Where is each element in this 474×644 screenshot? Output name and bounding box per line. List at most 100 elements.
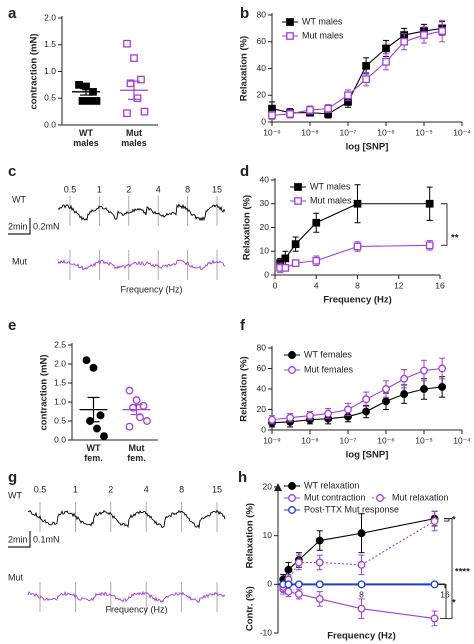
significance-bracket xyxy=(441,203,448,246)
scale-time: 2min xyxy=(8,221,28,231)
y-axis-label: contraction (mN) xyxy=(29,34,40,110)
y-axis-label: Contr. (%) xyxy=(245,586,256,631)
data-point xyxy=(315,558,324,567)
label-box: WT males xyxy=(73,128,99,148)
data-point xyxy=(312,256,321,265)
data-point xyxy=(82,356,91,365)
data-point xyxy=(75,81,83,89)
data-point xyxy=(400,374,409,383)
legend-label: Mut females xyxy=(304,364,354,374)
legend-label: WT relaxation xyxy=(304,480,359,490)
scale-amplitude: 0.1mN xyxy=(33,534,60,544)
x-tick-label: 4 xyxy=(314,280,319,290)
frequency-label: 0.5 xyxy=(34,484,47,494)
data-point xyxy=(89,363,98,372)
category-label: WT fem. xyxy=(84,443,103,463)
data-point xyxy=(137,75,145,84)
data-point xyxy=(286,110,294,118)
annotation: **** xyxy=(455,567,470,578)
y-tick-label: 0.5 xyxy=(54,415,66,425)
frequency-label: 2 xyxy=(126,184,131,194)
panel-letter: d xyxy=(240,163,249,180)
frequency-label: 4 xyxy=(156,184,161,194)
legend-marker xyxy=(376,494,384,502)
data-point xyxy=(324,409,333,418)
panel-letter: g xyxy=(8,469,17,486)
data-point xyxy=(291,240,300,248)
legend-label: WT males xyxy=(302,16,343,26)
panel-letter: a xyxy=(8,5,17,22)
legend-marker xyxy=(286,18,294,26)
data-point xyxy=(344,405,352,414)
x-tick-label: 12 xyxy=(394,280,404,290)
label-box: WT fem. xyxy=(84,443,103,463)
x-axis-label: Frequency (Hz) xyxy=(120,284,182,294)
legend-label: Mut relaxation xyxy=(392,492,449,502)
data-point xyxy=(362,395,371,404)
frequency-label: 8 xyxy=(179,484,184,494)
legend-marker xyxy=(288,494,296,502)
legend-marker xyxy=(288,351,296,359)
data-point xyxy=(123,109,131,118)
x-tick-label: 10⁻⁸ xyxy=(301,435,319,445)
data-point xyxy=(284,580,293,589)
y-tick-label: 80 xyxy=(257,342,267,352)
sem-bar xyxy=(128,80,140,100)
row-label: WT xyxy=(12,194,26,204)
panel-letter: c xyxy=(8,163,16,180)
category-label: WT males xyxy=(73,128,99,148)
label-box: Mut males xyxy=(121,128,147,148)
y-tick-label: -10 xyxy=(260,627,273,637)
data-point xyxy=(139,401,148,410)
data-point xyxy=(362,407,371,416)
data-point xyxy=(400,37,408,46)
trace xyxy=(57,203,226,222)
x-axis-label: Frequency (Hz) xyxy=(105,604,167,614)
data-point xyxy=(306,411,314,420)
x-axis-label: log [SNP] xyxy=(346,142,389,153)
data-point xyxy=(268,415,276,424)
y-tick-label: 2.0 xyxy=(44,12,56,22)
data-point xyxy=(353,199,362,208)
y-axis-label: Relaxation (%) xyxy=(245,503,256,568)
trace xyxy=(57,258,226,271)
data-point xyxy=(125,422,134,431)
data-point xyxy=(281,254,290,263)
data-point xyxy=(438,364,447,373)
y-tick-label: 2.5 xyxy=(54,339,66,349)
y-tick-label: 40 xyxy=(257,383,267,393)
data-point xyxy=(430,614,439,623)
data-point xyxy=(357,580,366,589)
data-point xyxy=(78,97,87,105)
series-line xyxy=(271,27,443,115)
data-point xyxy=(125,386,134,395)
annotation: * xyxy=(452,515,456,526)
x-tick-label: 10⁻⁴ xyxy=(453,435,471,445)
x-tick-label: 0 xyxy=(273,280,278,290)
y-tick-label: 40 xyxy=(257,63,267,73)
scale-amplitude: 0.2mN xyxy=(33,221,60,231)
x-tick-label: 8 xyxy=(355,280,360,290)
y-tick-label: 20 xyxy=(260,222,270,232)
x-tick-label: 16 xyxy=(435,280,445,290)
frequency-label: 15 xyxy=(212,184,222,194)
series-line xyxy=(271,30,443,116)
data-point xyxy=(133,94,142,103)
frequency-label: 0.5 xyxy=(64,184,77,194)
y-axis-label: Relaxation (%) xyxy=(242,195,253,260)
x-tick-label: 10⁻⁹ xyxy=(263,435,281,445)
y-tick-label: 0 xyxy=(261,424,266,434)
y-tick-label: 1.5 xyxy=(44,39,56,49)
legend-marker xyxy=(294,183,302,191)
x-axis-label: Frequency (Hz) xyxy=(323,295,392,306)
data-point xyxy=(315,536,324,545)
x-tick-label: 8 xyxy=(359,590,364,600)
legend-marker xyxy=(288,366,296,374)
data-point xyxy=(130,54,138,62)
legend-marker xyxy=(288,506,296,514)
y-tick-label: 60 xyxy=(257,36,267,46)
data-point xyxy=(438,383,447,391)
x-tick-label: 10⁻⁶ xyxy=(377,127,394,137)
y-tick-label: 1.0 xyxy=(44,66,56,76)
